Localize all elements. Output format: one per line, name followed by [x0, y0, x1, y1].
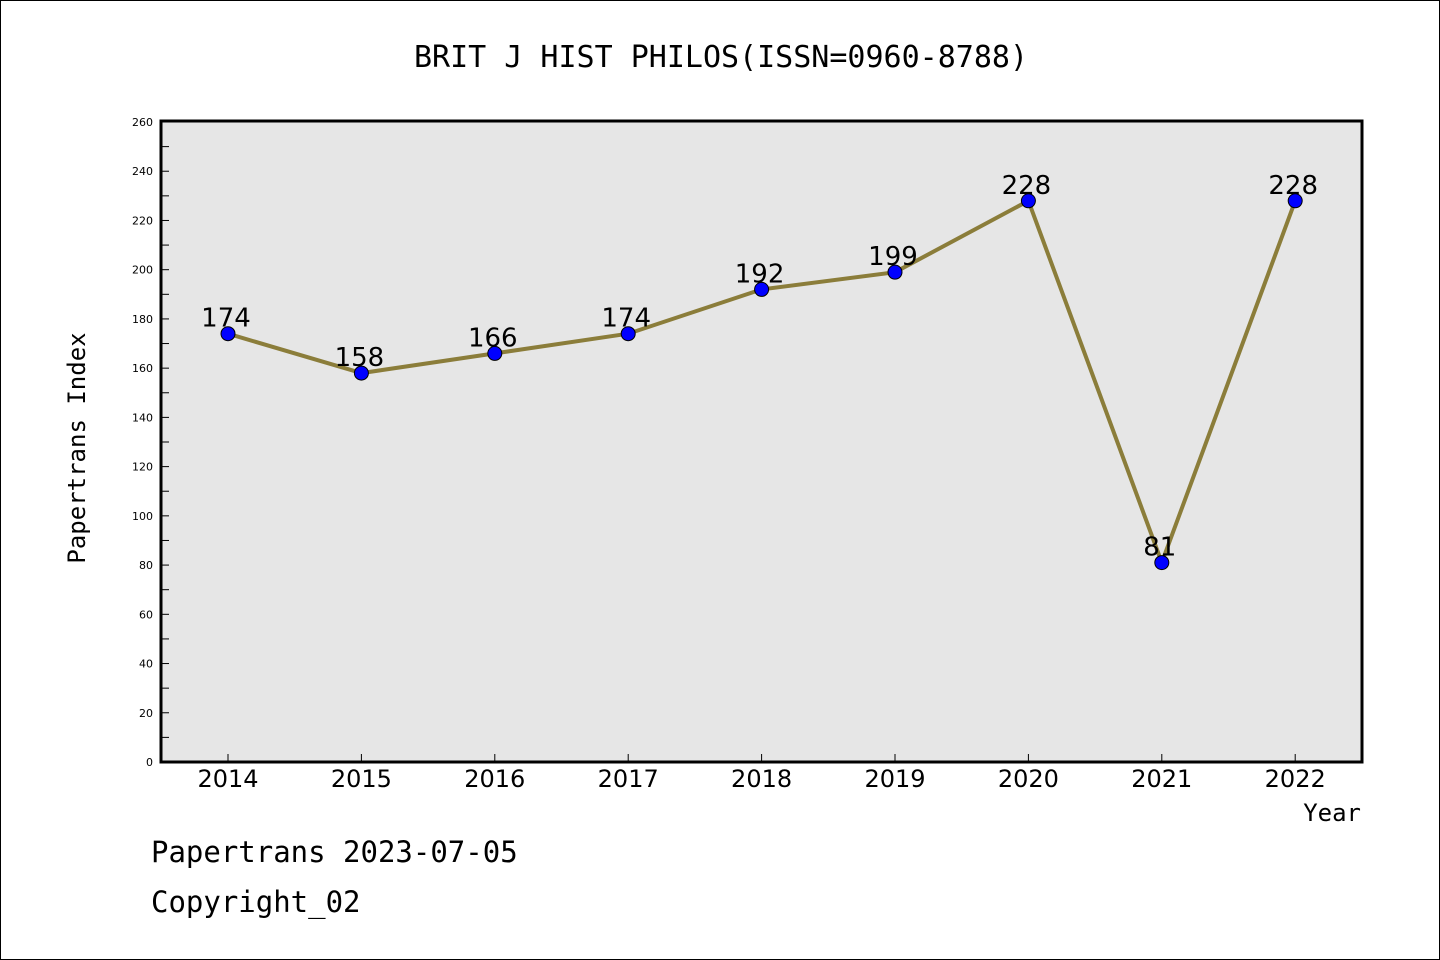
data-point: [1154, 555, 1170, 571]
y-tick-label: 80: [139, 559, 153, 572]
data-markers: [220, 193, 1303, 571]
x-tick-label: 2021: [1131, 765, 1192, 793]
y-tick-label: 60: [139, 608, 153, 621]
x-tick-label: 2015: [331, 765, 392, 793]
y-tick-label: 140: [132, 411, 153, 424]
footer-papertrans-date: Papertrans 2023-07-05: [151, 835, 518, 869]
data-label: 228: [1002, 171, 1052, 201]
y-tick-label: 240: [132, 165, 153, 178]
y-tick-label: 180: [132, 313, 153, 326]
data-point: [887, 264, 903, 280]
data-point: [1020, 193, 1036, 209]
y-tick-label: 260: [132, 116, 153, 129]
data-labels: 174 158 166 174 192 199 228 81 228: [201, 171, 1318, 563]
data-point: [1287, 193, 1303, 209]
footer-copyright: Copyright_02: [151, 885, 361, 919]
data-label: 174: [601, 304, 651, 334]
data-label: 158: [335, 343, 385, 373]
data-label: 174: [201, 304, 251, 334]
data-label: 199: [868, 242, 918, 272]
data-point: [620, 326, 636, 342]
y-tick-label: 120: [132, 461, 153, 474]
data-label: 166: [468, 323, 518, 353]
chart-title: BRIT J HIST PHILOS(ISSN=0960-8788): [414, 40, 1028, 75]
y-tick-label: 200: [132, 264, 153, 277]
x-tick-label: 2020: [998, 765, 1059, 793]
data-label: 228: [1268, 171, 1318, 201]
y-tick-label: 160: [132, 362, 153, 375]
y-axis-ticks: 0 20 40 60 80 100 120 140 160 180 200 220 240 260: [132, 116, 169, 769]
y-tick-label: 20: [139, 707, 153, 720]
y-tick-label: 40: [139, 658, 153, 671]
y-tick-label: 0: [146, 756, 153, 769]
data-label: 81: [1143, 533, 1176, 563]
x-tick-label: 2019: [864, 765, 925, 793]
data-point: [754, 281, 770, 297]
x-tick-label: 2022: [1265, 765, 1326, 793]
plot-area: [159, 119, 1364, 764]
x-tick-label: 2018: [731, 765, 792, 793]
y-tick-label: 220: [132, 214, 153, 227]
data-point: [487, 345, 503, 361]
x-axis-label: Year: [1303, 799, 1361, 827]
y-tick-label: 100: [132, 510, 153, 523]
x-tick-label: 2016: [464, 765, 525, 793]
data-point: [353, 365, 369, 381]
data-point: [220, 326, 236, 342]
x-tick-label: 2017: [598, 765, 659, 793]
y-axis-label: Papertrans Index: [63, 332, 91, 563]
data-label: 192: [735, 259, 785, 289]
x-axis-ticks: 2014 2015 2016 2017 2018 2019 2020 2021 2022: [197, 754, 1326, 793]
x-tick-label: 2014: [197, 765, 258, 793]
